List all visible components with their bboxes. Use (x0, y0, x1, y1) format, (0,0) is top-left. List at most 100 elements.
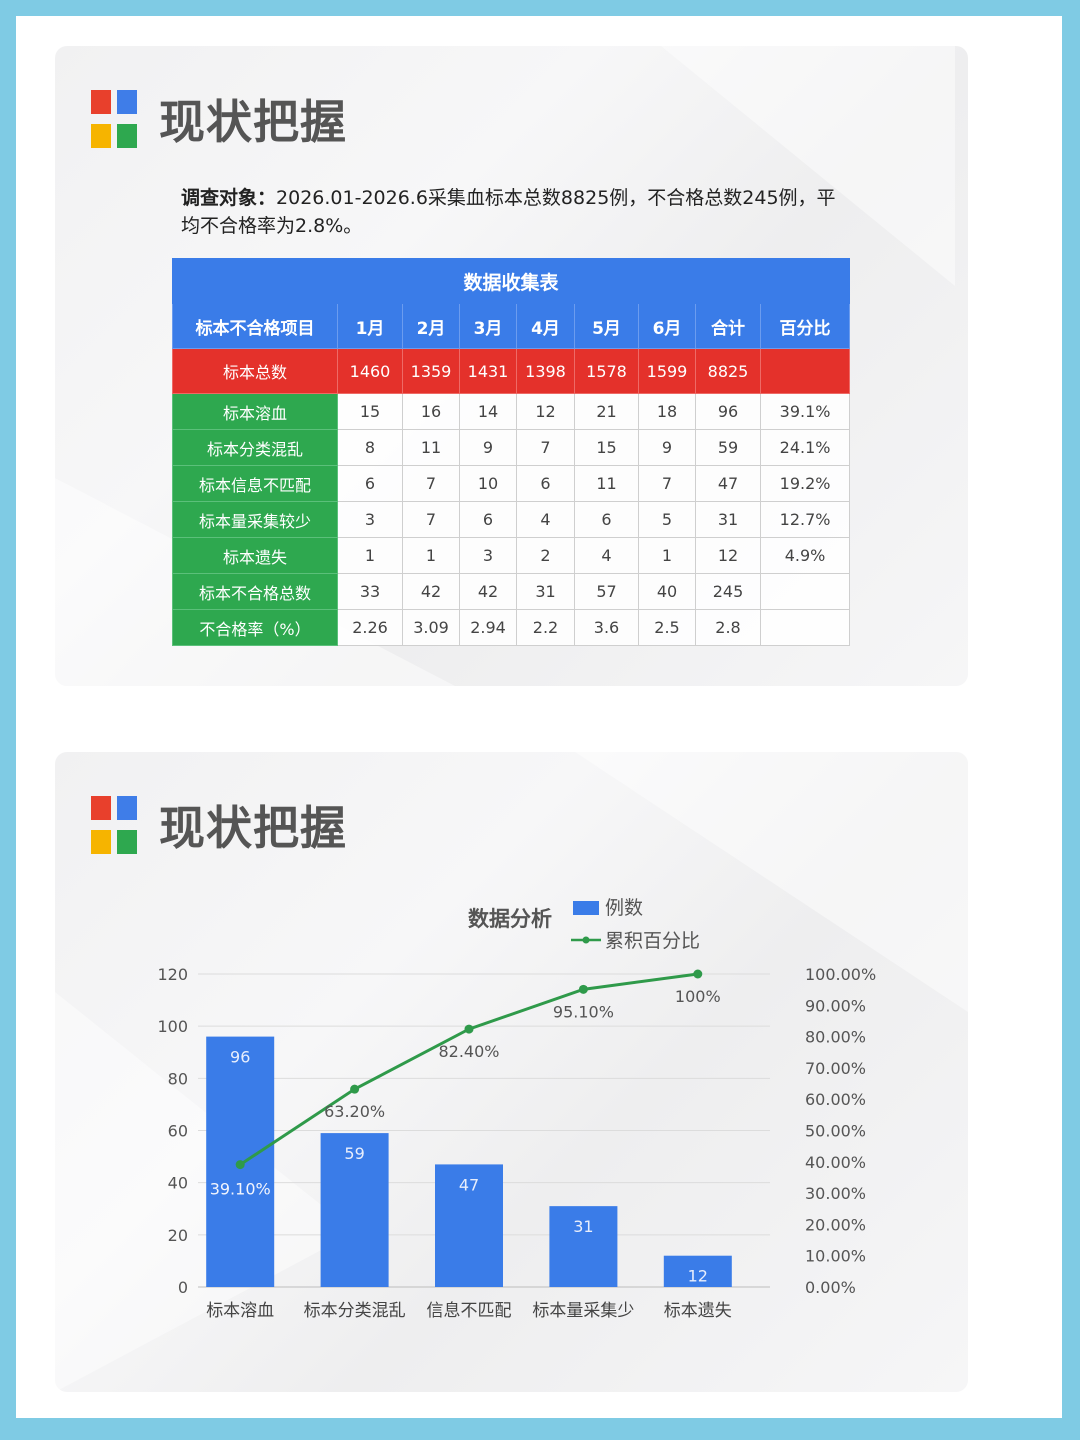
chart-title: 数据分析 (468, 907, 552, 931)
table-header-cell: 5月 (574, 303, 639, 349)
table-cell: 33 (337, 573, 403, 610)
table-cell: 1599 (638, 348, 696, 394)
table-cell: 57 (574, 573, 639, 610)
table-cell: 42 (459, 573, 517, 610)
y-right-tick-label: 30.00% (805, 1184, 866, 1203)
table-cell: 19.2% (759, 465, 851, 502)
survey-description: 调查对象：2026.01-2026.6采集血标本总数8825例，不合格总数245… (181, 184, 841, 240)
y-left-tick-label: 60 (168, 1122, 188, 1141)
y-right-tick-label: 50.00% (805, 1122, 866, 1141)
table-cell: 2.26 (337, 609, 403, 646)
table-cell: 3.09 (402, 609, 460, 646)
row-label: 标本遗失 (172, 537, 338, 574)
table-row: 标本分类混乱 8 11 9 7 15 9 59 24.1% (172, 429, 851, 466)
x-tick-label: 标本溶血 (206, 1301, 274, 1321)
table-cell: 7 (402, 501, 460, 538)
table-cell: 7 (516, 429, 575, 466)
table-cell: 1 (402, 537, 460, 574)
table-cell: 4 (574, 537, 639, 574)
table-cell: 2.2 (516, 609, 575, 646)
y-left-tick-label: 40 (168, 1174, 188, 1193)
table-cell: 10 (459, 465, 517, 502)
survey-text: 2026.01-2026.6采集血标本总数8825例，不合格总数245例，平均不… (181, 187, 836, 237)
table-cell: 9 (459, 429, 517, 466)
table-cell: 47 (695, 465, 761, 502)
table-cell: 1 (337, 537, 403, 574)
bar (320, 1133, 389, 1287)
table-cell: 245 (695, 573, 761, 610)
line-point (464, 1024, 474, 1034)
table-row: 标本不合格总数 33 42 42 31 57 40 245 (172, 573, 851, 610)
line-point (578, 984, 588, 994)
table-cell: 3 (337, 501, 403, 538)
table-cell: 31 (516, 573, 575, 610)
table-header-row: 标本不合格项目 1月 2月 3月 4月 5月 6月 合计 百分比 (172, 303, 851, 349)
y-right-tick-label: 20.00% (805, 1215, 866, 1234)
y-right-tick-label: 40.00% (805, 1153, 866, 1172)
table-cell: 1 (638, 537, 696, 574)
table-cell: 3 (459, 537, 517, 574)
table-cell: 8825 (695, 348, 761, 394)
table-cell: 11 (402, 429, 460, 466)
table-cell: 1578 (574, 348, 639, 394)
legend-label: 累积百分比 (605, 930, 700, 952)
table-row: 标本量采集较少 3 7 6 4 6 5 31 12.7% (172, 501, 851, 538)
table-cell: 2.94 (459, 609, 517, 646)
table-cell: 18 (638, 393, 696, 430)
table-cell: 40 (638, 573, 696, 610)
table-total-row: 标本总数 1460 1359 1431 1398 1578 1599 8825 (172, 348, 851, 394)
legend-bar-swatch (573, 901, 599, 915)
line-point (350, 1084, 360, 1094)
table-cell: 6 (574, 501, 639, 538)
x-tick-label: 标本分类混乱 (304, 1301, 406, 1321)
y-right-tick-label: 80.00% (805, 1028, 866, 1047)
line-point (693, 969, 703, 979)
y-left-tick-label: 100 (157, 1017, 188, 1036)
table-cell: 1431 (459, 348, 517, 394)
bar-value-label: 31 (573, 1217, 593, 1236)
page-title: 现状把握 (159, 801, 347, 855)
table-cell: 12.7% (759, 501, 851, 538)
table-cell: 39.1% (759, 393, 851, 430)
table-cell: 7 (638, 465, 696, 502)
table-cell: 9 (638, 429, 696, 466)
bar-value-label: 12 (688, 1267, 708, 1286)
y-right-tick-label: 0.00% (805, 1278, 856, 1297)
table-header-cell: 6月 (638, 303, 696, 349)
bar-value-label: 47 (459, 1175, 479, 1194)
line-value-label: 39.10% (210, 1180, 271, 1199)
table-caption: 数据收集表 (171, 258, 851, 304)
logo-icon (91, 796, 139, 856)
table-cell: 1359 (402, 348, 460, 394)
y-left-tick-label: 120 (157, 965, 188, 984)
table-header-cell: 1月 (337, 303, 403, 349)
slide-pareto-chart: 现状把握 数据分析 例数 累积百分比 0 20 40 60 80 100 120 0.00% 10.0… (55, 752, 968, 1392)
table-cell: 12 (695, 537, 761, 574)
table-cell: 4 (516, 501, 575, 538)
survey-label: 调查对象： (181, 187, 277, 209)
row-label: 标本不合格总数 (172, 573, 338, 610)
table-row: 标本溶血 15 16 14 12 21 18 96 39.1% (172, 393, 851, 430)
table-cell: 1460 (337, 348, 403, 394)
table-cell: 2.5 (638, 609, 696, 646)
table-cell: 5 (638, 501, 696, 538)
table-header-cell: 标本不合格项目 (172, 303, 338, 349)
table-cell: 3.6 (574, 609, 639, 646)
table-cell: 2.8 (695, 609, 761, 646)
y-left-tick-label: 20 (168, 1226, 188, 1245)
table-cell: 7 (402, 465, 460, 502)
table-cell: 12 (516, 393, 575, 430)
table-cell: 21 (574, 393, 639, 430)
row-label: 标本量采集较少 (172, 501, 338, 538)
table-cell: 6 (459, 501, 517, 538)
table-cell: 16 (402, 393, 460, 430)
row-label: 标本总数 (172, 348, 338, 394)
table-cell: 15 (337, 393, 403, 430)
table-cell: 31 (695, 501, 761, 538)
table-cell: 4.9% (759, 537, 851, 574)
data-collection-table: 数据收集表 标本不合格项目 1月 2月 3月 4月 5月 6月 合计 百分比 标本总数 1460 1… (171, 258, 851, 646)
cumulative-line (239, 972, 698, 1166)
table-header-cell: 2月 (402, 303, 460, 349)
logo-icon (91, 90, 139, 150)
